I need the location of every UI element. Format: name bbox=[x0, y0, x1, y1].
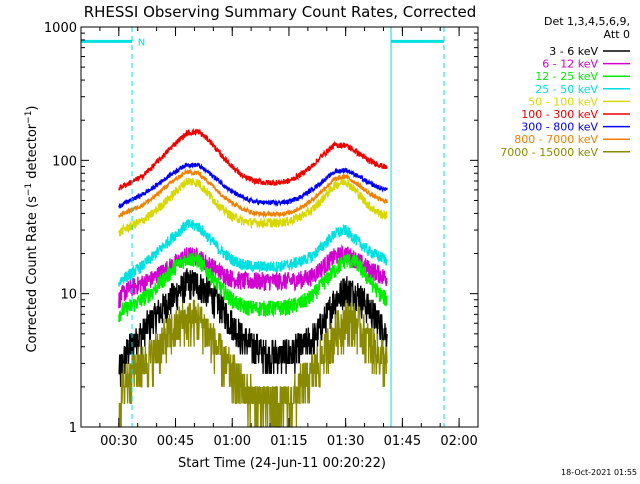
footer-date: 18-Oct-2021 01:55 bbox=[561, 468, 637, 477]
x-tick-label: 01:45 bbox=[384, 434, 421, 449]
legend-label-2: 12 - 25 keV bbox=[535, 70, 598, 83]
series-line-4 bbox=[118, 177, 388, 237]
series-line-8 bbox=[118, 299, 388, 428]
x-tick-label: 00:30 bbox=[100, 434, 137, 449]
y-axis-label-main: Corrected Count Rate (s bbox=[25, 196, 40, 353]
series-line-3 bbox=[118, 218, 388, 287]
legend-label-1: 6 - 12 keV bbox=[542, 58, 598, 71]
y-axis-label-sup-1: −1 bbox=[24, 183, 34, 196]
plot-layer: N 1 10 100 1000 00:30 00:45 01:00 01:15 01:30 01:4… bbox=[44, 21, 630, 449]
x-tick-label: 01:00 bbox=[214, 434, 251, 449]
plot-frame bbox=[80, 26, 479, 428]
series-line-6 bbox=[118, 162, 388, 210]
legend-header-line-2: Att 0 bbox=[604, 28, 630, 41]
state-flag-label: N bbox=[138, 37, 145, 48]
x-axis-label: Start Time (24-Jun-11 00:20:22) bbox=[178, 456, 386, 471]
x-tick-label: 01:15 bbox=[270, 434, 307, 449]
legend-label-0: 3 - 6 keV bbox=[549, 45, 598, 58]
legend-label-3: 25 - 50 keV bbox=[535, 83, 598, 96]
legend-label-8: 7000 - 15000 keV bbox=[500, 146, 598, 159]
x-tick-label: 01:30 bbox=[327, 434, 364, 449]
y-tick-label: 1000 bbox=[44, 21, 77, 36]
series-line-5 bbox=[118, 127, 388, 191]
series-line-1 bbox=[118, 243, 388, 309]
series-line-2 bbox=[118, 251, 388, 323]
y-tick-label: 100 bbox=[52, 154, 77, 169]
y-tick-label: 10 bbox=[60, 288, 77, 303]
x-tick-label: 02:00 bbox=[440, 434, 477, 449]
legend-header-line-1: Det 1,3,4,5,6,9, bbox=[544, 15, 630, 28]
y-axis-label: Corrected Count Rate (s−1 detector−1) bbox=[24, 105, 40, 352]
series-line-7 bbox=[118, 168, 388, 219]
y-axis-label-mid: detector bbox=[25, 123, 40, 183]
chart-title: RHESSI Observing Summary Count Rates, Co… bbox=[84, 3, 477, 21]
y-axis-label-sup-2: −1 bbox=[24, 111, 34, 124]
x-tick-label: 00:45 bbox=[157, 434, 194, 449]
legend-label-5: 100 - 300 keV bbox=[521, 108, 598, 121]
legend-label-6: 300 - 800 keV bbox=[521, 121, 598, 134]
y-tick-label: 1 bbox=[69, 421, 77, 436]
legend-label-4: 50 - 100 keV bbox=[528, 95, 598, 108]
legend-label-7: 800 - 7000 keV bbox=[514, 133, 598, 146]
series-line-0 bbox=[118, 268, 388, 387]
y-axis-label-end: ) bbox=[25, 105, 40, 110]
